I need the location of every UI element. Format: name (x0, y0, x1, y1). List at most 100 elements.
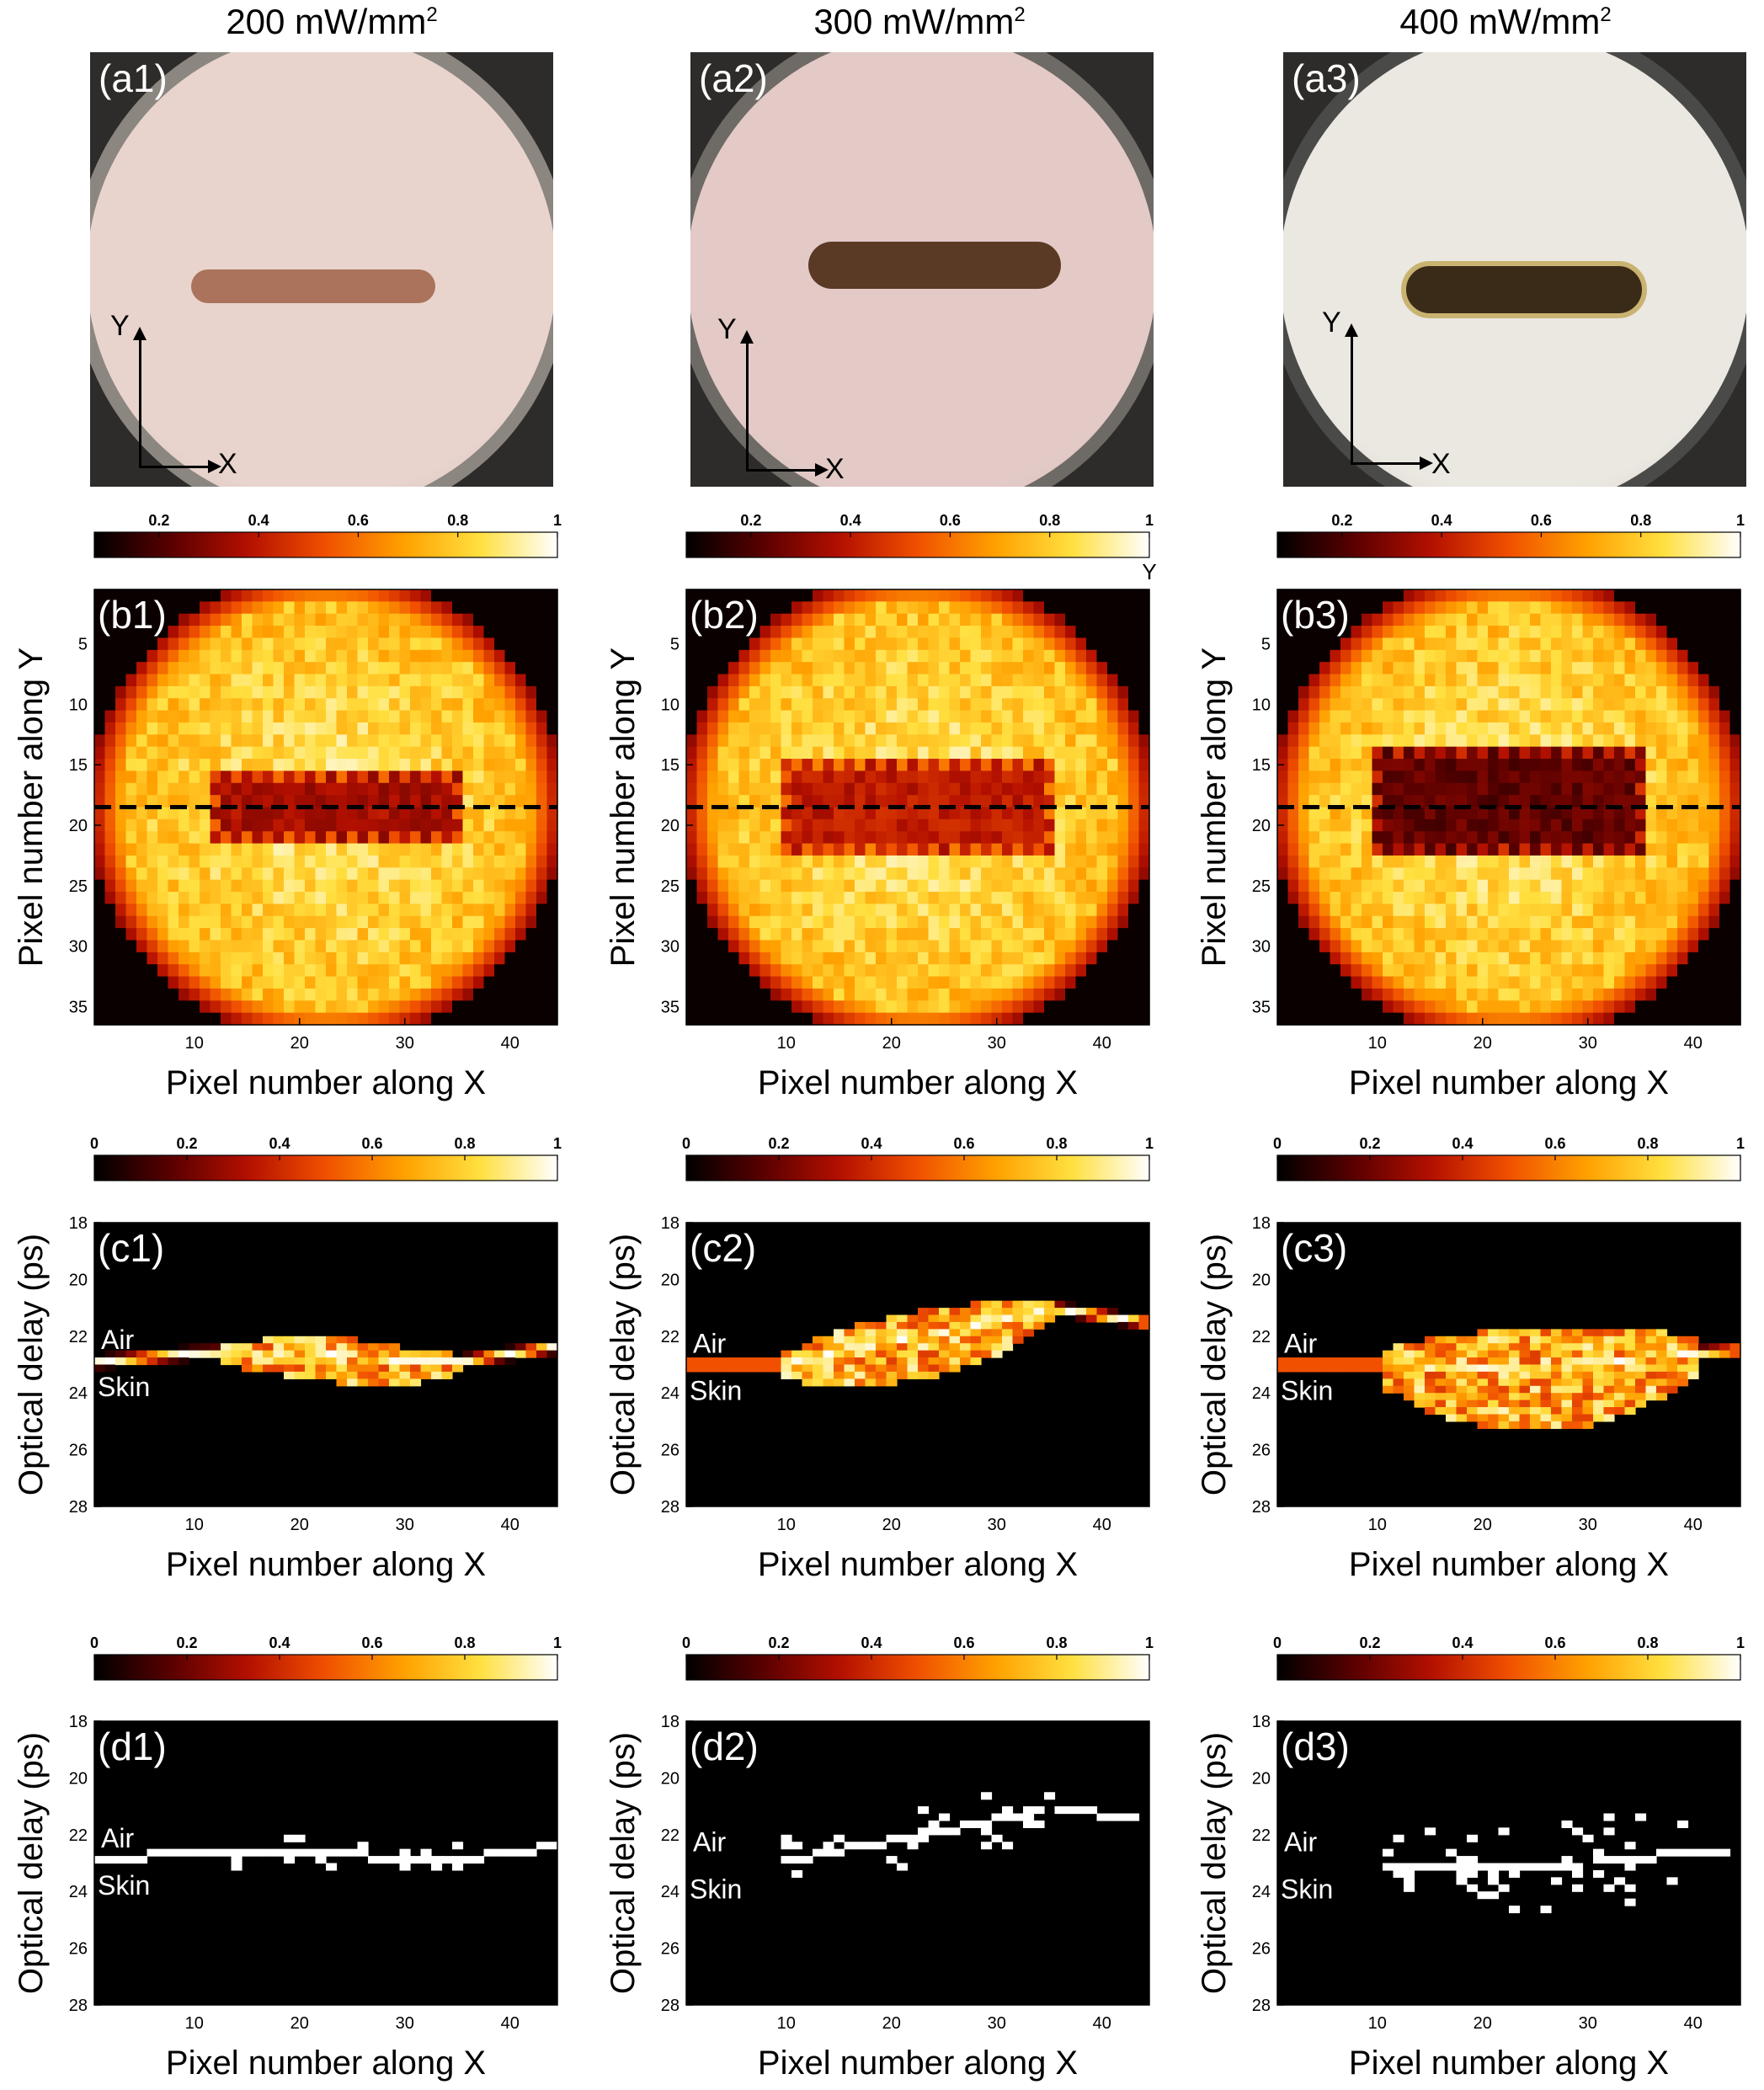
heatmap-cell (1551, 855, 1563, 868)
heatmap-cell (1287, 807, 1299, 820)
heatmap-cell (200, 1343, 211, 1352)
heatmap-cell (284, 601, 296, 615)
heatmap-cell (200, 734, 211, 748)
heatmap-cell (399, 722, 411, 735)
heatmap-cell (1023, 818, 1035, 832)
heatmap-cell (1572, 746, 1584, 760)
heatmap-cell (781, 904, 792, 917)
heatmap-cell (210, 637, 221, 651)
heatmap-cell (378, 904, 390, 917)
heatmap-cell (189, 843, 200, 856)
heatmap-cell (157, 1000, 169, 1014)
heatmap-cell (1002, 867, 1014, 881)
heatmap-cell (273, 928, 285, 941)
heatmap-cell (1362, 649, 1373, 663)
heatmap-cell (1308, 710, 1320, 723)
heatmap-cell (1330, 649, 1341, 663)
heatmap-cell (515, 988, 527, 1001)
heatmap-cell (294, 1343, 306, 1352)
heatmap-cell (1033, 662, 1045, 675)
heatmap-cell (179, 770, 190, 784)
heatmap-cell (1404, 879, 1415, 893)
heatmap-cell (326, 795, 338, 808)
heatmap-cell (707, 867, 719, 881)
heatmap-cell (378, 976, 390, 989)
heatmap-cell (738, 649, 750, 663)
heatmap-cell (770, 601, 782, 615)
heatmap-cell (834, 698, 845, 712)
heatmap-cell (399, 795, 411, 808)
heatmap-cell (759, 892, 771, 904)
heatmap-cell (462, 734, 474, 748)
heatmap-cell (1677, 601, 1689, 615)
heatmap-cell (1624, 795, 1636, 808)
heatmap-cell (991, 1000, 1003, 1014)
heatmap-cell (1138, 722, 1150, 735)
heatmap-cell (813, 976, 824, 989)
heatmap-cell (452, 795, 464, 808)
heatmap-cell (1677, 698, 1689, 712)
heatmap-cell (294, 988, 306, 1001)
heatmap-cell (728, 940, 740, 953)
heatmap-cell (1393, 662, 1404, 675)
heatmap-cell (707, 685, 719, 699)
heatmap-cell (770, 734, 782, 748)
heatmap-cell (399, 843, 411, 856)
heatmap-cell (991, 637, 1003, 651)
heatmap-cell (1012, 1012, 1024, 1026)
laser-mark (808, 242, 1061, 289)
heatmap-cell (399, 831, 411, 845)
heatmap-cell (1624, 1000, 1636, 1014)
heatmap-cell (378, 613, 390, 626)
heatmap-cell (696, 722, 708, 735)
heatmap-cell (1708, 734, 1720, 748)
heatmap-cell (928, 746, 940, 760)
heatmap-cell (949, 685, 961, 699)
heatmap-cell (431, 904, 443, 917)
heatmap-cell (1351, 1000, 1362, 1014)
heatmap-cell (357, 649, 369, 663)
heatmap-cell (707, 928, 719, 941)
heatmap-cell (473, 613, 485, 626)
heatmap-cell (94, 928, 106, 941)
heatmap-cell (1138, 795, 1150, 808)
heatmap-cell (759, 601, 771, 615)
heatmap-cell (897, 613, 909, 626)
heatmap-cell (1330, 613, 1341, 626)
heatmap-cell (1467, 952, 1479, 965)
heatmap-cell (707, 818, 719, 832)
heatmap-cell (157, 1350, 169, 1358)
heatmap-cell (136, 892, 148, 904)
heatmap-cell (1603, 649, 1615, 663)
heatmap-cell (1603, 1000, 1615, 1014)
heatmap-cell (865, 613, 877, 626)
heatmap-cell (1044, 1000, 1056, 1014)
heatmap-cell (1393, 915, 1404, 929)
heatmap-cell (1530, 649, 1542, 663)
heatmap-cell (441, 928, 453, 941)
heatmap-cell (886, 746, 898, 760)
heatmap-cell (273, 1343, 285, 1352)
heatmap-cell (717, 734, 729, 748)
heatmap-cell (399, 759, 411, 772)
heatmap-cell (844, 988, 855, 1001)
heatmap-cell (1635, 964, 1647, 978)
heatmap-cell (907, 734, 919, 748)
heatmap-cell (200, 782, 211, 796)
heatmap-cell (1656, 867, 1668, 881)
heatmap-cell (1666, 613, 1678, 626)
heatmap-cell (1002, 782, 1014, 796)
heatmap-cell (399, 988, 411, 1001)
heatmap-cell (1096, 637, 1108, 651)
heatmap-cell (168, 710, 179, 723)
heatmap-cell (399, 770, 411, 784)
heatmap-cell (1383, 770, 1394, 784)
heatmap-cell (865, 626, 877, 639)
heatmap-cell (368, 879, 380, 893)
heatmap-cell (1708, 831, 1720, 845)
heatmap-cell (1086, 818, 1098, 832)
heatmap-cell (1319, 964, 1331, 978)
heatmap-cell (263, 818, 274, 832)
heatmap-cell (1330, 746, 1341, 760)
heatmap-cell (991, 674, 1003, 687)
